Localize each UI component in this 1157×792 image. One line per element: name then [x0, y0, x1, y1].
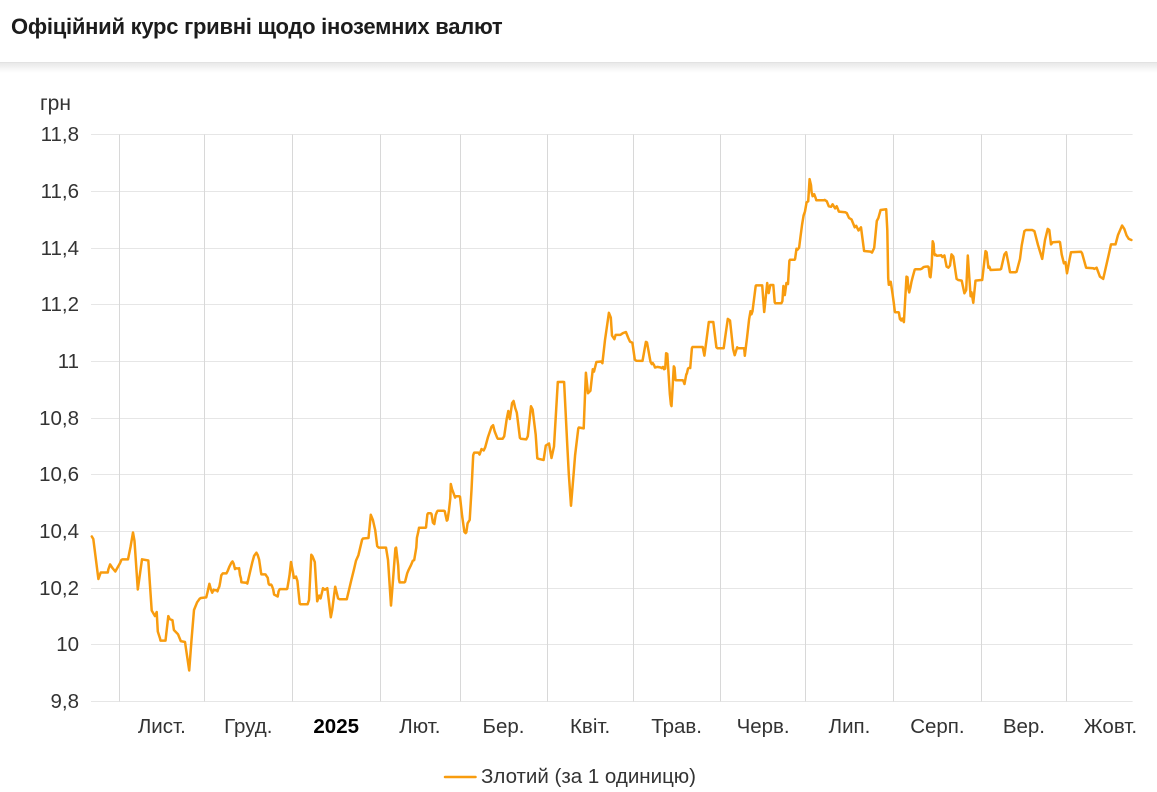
svg-text:Груд.: Груд. [224, 715, 272, 738]
svg-text:Вер.: Вер. [1003, 715, 1045, 738]
svg-text:Черв.: Черв. [737, 715, 790, 738]
svg-text:Злотий (за 1 одиницю): Злотий (за 1 одиницю) [481, 765, 696, 788]
svg-text:Трав.: Трав. [651, 715, 702, 738]
svg-text:2025: 2025 [313, 715, 359, 738]
svg-text:10: 10 [56, 633, 79, 656]
svg-text:Лют.: Лют. [399, 715, 440, 738]
svg-text:Жовт.: Жовт. [1084, 715, 1137, 738]
svg-text:11,4: 11,4 [41, 237, 79, 260]
svg-text:Лип.: Лип. [829, 715, 871, 738]
svg-text:11: 11 [58, 350, 79, 373]
svg-text:10,6: 10,6 [39, 463, 79, 486]
svg-text:Квіт.: Квіт. [570, 715, 610, 738]
svg-text:11,8: 11,8 [41, 123, 79, 146]
svg-text:11,6: 11,6 [41, 180, 79, 203]
svg-text:грн: грн [40, 92, 71, 115]
svg-text:Серп.: Серп. [910, 715, 964, 738]
svg-text:Бер.: Бер. [483, 715, 525, 738]
svg-text:11,2: 11,2 [41, 293, 79, 316]
svg-text:10,2: 10,2 [39, 577, 79, 600]
svg-text:9,8: 9,8 [51, 690, 80, 713]
svg-text:Лист.: Лист. [138, 715, 186, 738]
svg-text:10,4: 10,4 [39, 520, 79, 543]
svg-text:10,8: 10,8 [39, 407, 79, 430]
